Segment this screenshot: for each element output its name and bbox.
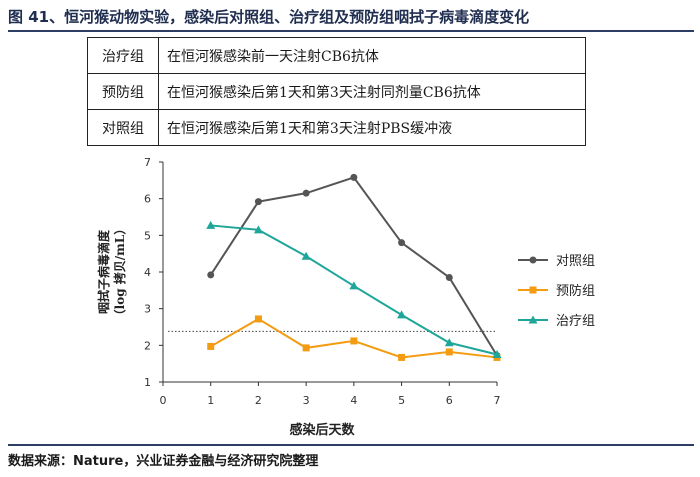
legend-item: 预防组 [518,283,595,299]
data-point [349,281,359,290]
data-point [445,348,453,356]
data-point [398,239,406,247]
data-point [492,350,502,358]
y-tick-label: 5 [144,229,151,242]
x-tick-label: 3 [303,394,310,407]
y-tick-label: 4 [144,266,151,279]
data-point [529,286,537,294]
data-point [529,256,537,264]
legend-item: 对照组 [518,254,595,269]
series-square [207,315,501,361]
legend-item: 治疗组 [518,314,595,329]
source-note: 数据来源：Nature，兴业证券金融与经济研究院整理 [8,454,319,469]
legend-label: 预防组 [556,283,595,299]
x-tick-label: 6 [446,394,453,407]
data-point [528,315,538,324]
series-line [210,224,498,356]
group-description-table: 治疗组 在恒河猴感染前一天注射CB6抗体 预防组 在恒河猴感染后第1天和第3天注… [87,37,586,146]
x-tick-label: 0 [160,394,167,407]
group-description-cell: 在恒河猴感染后第1天和第3天注射PBS缓冲液 [158,109,586,146]
x-tick-label: 5 [398,394,405,407]
data-point [207,342,215,350]
group-description-cell: 在恒河猴感染前一天注射CB6抗体 [158,37,586,74]
group-name-cell: 治疗组 [87,37,159,74]
series-triangle [206,220,502,358]
data-point [207,271,215,279]
data-point [397,310,407,319]
x-axis-title: 感染后天数 [289,422,355,438]
data-point [445,274,453,281]
y-axis-title: 咽拭子病毒滴度 [96,229,111,314]
data-point [301,251,311,260]
series-layer [206,173,502,361]
x-tick-label: 4 [350,394,357,407]
figure-title: 图 41、恒河猴动物实验，感染后对照组、治疗组及预防组咽拭子病毒滴度变化 [8,8,530,26]
legend-label: 治疗组 [556,314,595,329]
y-tick-label: 6 [144,193,151,206]
x-tick-label: 1 [207,394,214,407]
data-point [253,225,263,234]
title-divider [8,30,694,32]
data-point [302,189,310,197]
legend-label: 对照组 [556,254,595,269]
data-point [350,173,358,181]
table-row: 预防组 在恒河猴感染后第1天和第3天注射同剂量CB6抗体 [87,73,586,110]
y-axis-unit: （log 拷贝/mL） [112,223,127,322]
table-row: 对照组 在恒河猴感染后第1天和第3天注射PBS缓冲液 [87,109,586,146]
y-tick-label: 1 [144,376,151,389]
group-name-cell: 预防组 [87,73,159,110]
y-tick-label: 2 [144,339,151,352]
group-name-cell: 对照组 [87,109,159,146]
data-point [254,198,262,206]
group-description-cell: 在恒河猴感染后第1天和第3天注射同剂量CB6抗体 [158,73,586,110]
data-point [444,338,454,347]
table-row: 治疗组 在恒河猴感染前一天注射CB6抗体 [87,37,586,74]
y-tick-label: 7 [144,156,151,169]
data-point [302,344,310,352]
data-point [254,315,262,323]
series-line [209,176,498,357]
x-tick-label: 2 [255,394,262,407]
footer-divider [8,444,694,446]
x-tick-label: 7 [494,394,501,407]
data-point [350,337,358,345]
data-point [398,353,406,361]
y-tick-label: 3 [144,303,151,316]
data-point [206,220,216,229]
